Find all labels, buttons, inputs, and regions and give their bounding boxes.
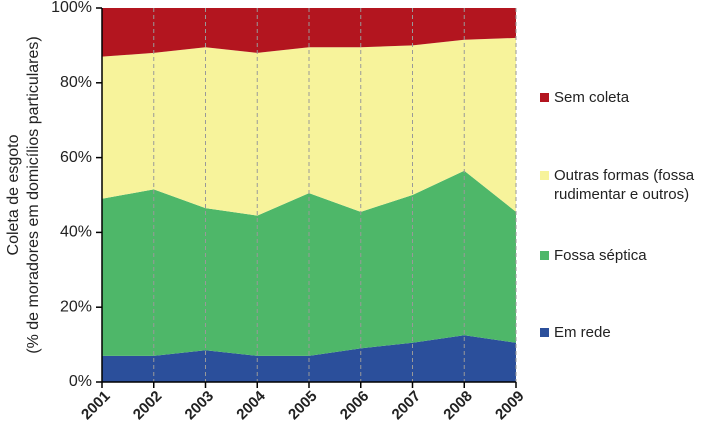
legend-label: Em rede <box>554 324 611 341</box>
y-axis-title: Coleta de esgoto <box>5 134 22 255</box>
y-tick-label: 100% <box>51 0 92 16</box>
legend-label: Fossa séptica <box>554 247 647 264</box>
y-tick-label: 20% <box>60 298 92 315</box>
x-tick-label: 2003 <box>182 388 218 424</box>
legend-item: Fossa séptica <box>540 246 708 265</box>
y-tick-label: 60% <box>60 149 92 166</box>
y-axis-title: (% de moradores em domicílios particular… <box>25 36 42 353</box>
legend-item: Outras formas (fossa rudimentar e outros… <box>540 166 708 204</box>
y-tick-label: 0% <box>69 373 92 390</box>
x-tick-label: 2001 <box>78 388 114 424</box>
x-tick-label: 2009 <box>492 388 528 424</box>
legend-label: Sem coleta <box>554 89 630 106</box>
x-tick-label: 2006 <box>337 388 373 424</box>
x-tick-label: 2002 <box>130 388 166 424</box>
legend-swatch <box>540 328 549 337</box>
y-tick-label: 40% <box>60 224 92 241</box>
legend-item: Em rede <box>540 323 708 342</box>
legend-swatch <box>540 251 549 260</box>
x-tick-label: 2007 <box>389 388 425 424</box>
x-tick-label: 2008 <box>440 388 476 424</box>
legend-label: Outras formas (fossa rudimentar e outros… <box>554 167 695 203</box>
x-tick-label: 2004 <box>233 387 269 423</box>
legend-swatch <box>540 171 549 180</box>
legend-item: Sem coleta <box>540 88 708 107</box>
legend-swatch <box>540 93 549 102</box>
y-tick-label: 80% <box>60 74 92 91</box>
x-tick-label: 2005 <box>285 388 321 424</box>
